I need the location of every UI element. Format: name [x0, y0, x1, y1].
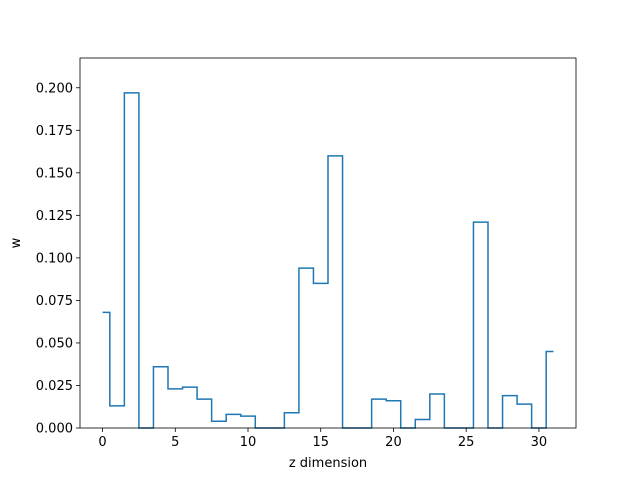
y-axis-label: w [9, 237, 24, 248]
x-tick-label: 5 [171, 435, 179, 450]
y-tick-label: 0.025 [36, 379, 73, 394]
data-series-line [102, 92, 554, 429]
y-tick-label: 0.075 [36, 294, 73, 309]
x-tick-label: 20 [385, 435, 402, 450]
y-axis-ticks: 0.000 0.025 0.050 0.075 0.100 0.125 0.150 0.175… [36, 81, 80, 437]
x-tick-label: 30 [531, 435, 548, 450]
y-tick-label: 0.150 [36, 166, 73, 181]
x-tick-label: 25 [458, 435, 475, 450]
plot-frame [79, 57, 577, 429]
y-tick-label: 0.125 [36, 209, 73, 224]
x-tick-label: 10 [240, 435, 257, 450]
x-axis-ticks: 0 5 10 15 20 25 30 [98, 428, 547, 450]
x-axis-label: z dimension [289, 456, 367, 471]
y-tick-label: 0.200 [36, 81, 73, 96]
y-tick-label: 0.100 [36, 251, 73, 266]
x-tick-label: 15 [312, 435, 329, 450]
y-tick-label: 0.050 [36, 336, 73, 351]
y-tick-label: 0.000 [36, 422, 73, 437]
y-tick-label: 0.175 [36, 124, 73, 139]
x-tick-label: 0 [98, 435, 106, 450]
